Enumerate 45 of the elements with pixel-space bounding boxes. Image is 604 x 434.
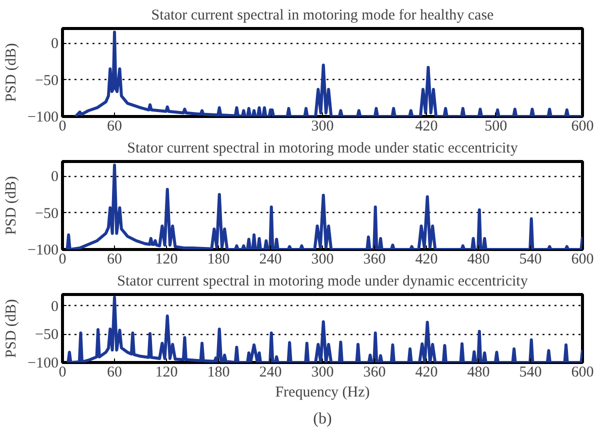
- x-tick-label: 360: [363, 364, 386, 380]
- x-tick-label: 60: [107, 252, 122, 268]
- y-tick-label: 0: [51, 36, 58, 52]
- x-tick-label: 300: [311, 118, 334, 134]
- y-axis-title: PSD (dB): [4, 43, 20, 102]
- x-tick-label: 240: [259, 364, 282, 380]
- y-tick-label: −100: [28, 356, 59, 372]
- x-tick-label: 420: [415, 364, 438, 380]
- x-tick-label: 500: [484, 118, 508, 134]
- y-tick-label: −50: [35, 206, 59, 222]
- x-tick-label: 600: [571, 364, 594, 380]
- line-series: [66, 296, 582, 362]
- y-tick-label: −50: [35, 72, 59, 89]
- x-tick-label: 420: [415, 252, 438, 268]
- y-tick-label: −100: [28, 110, 59, 126]
- x-tick-label: 240: [259, 252, 282, 268]
- x-tick-label: 300: [311, 252, 334, 268]
- chart-title: Stator current spectral in motoring mode for healthy case: [151, 8, 494, 24]
- line-series: [64, 164, 582, 250]
- x-tick-label: 420: [415, 118, 438, 134]
- x-tick-label: 60: [107, 364, 122, 380]
- y-tick-label: −50: [35, 327, 59, 344]
- y-tick-label: 0: [51, 169, 58, 186]
- y-tick-label: −100: [28, 242, 59, 258]
- text: (b): [313, 410, 332, 428]
- line-series: [74, 30, 582, 116]
- x-tick-label: 120: [155, 364, 178, 380]
- x-tick-label: 300: [311, 364, 334, 380]
- chart-title: Stator current spectral in motoring mode under dynamic eccentricity: [117, 274, 528, 290]
- x-tick-label: 600: [571, 118, 594, 134]
- x-tick-label: 360: [363, 252, 386, 268]
- x-tick-label: 480: [467, 364, 490, 380]
- x-tick-label: 540: [519, 252, 542, 268]
- x-tick-label: 60: [107, 118, 122, 134]
- x-tick-label: 540: [519, 364, 542, 380]
- x-tick-label: 180: [207, 252, 230, 268]
- y-tick-label: 0: [51, 298, 58, 315]
- x-axis-title: Frequency (Hz): [275, 384, 370, 400]
- x-tick-label: 180: [207, 364, 230, 380]
- y-axis-title: PSD (dB): [4, 299, 20, 358]
- x-tick-label: 120: [155, 252, 178, 268]
- x-tick-label: 600: [571, 252, 594, 268]
- y-axis-title: PSD (dB): [4, 176, 20, 235]
- chart-title: Stator current spectral in motoring mode under static eccentricity: [127, 140, 518, 156]
- x-tick-label: 480: [467, 252, 490, 268]
